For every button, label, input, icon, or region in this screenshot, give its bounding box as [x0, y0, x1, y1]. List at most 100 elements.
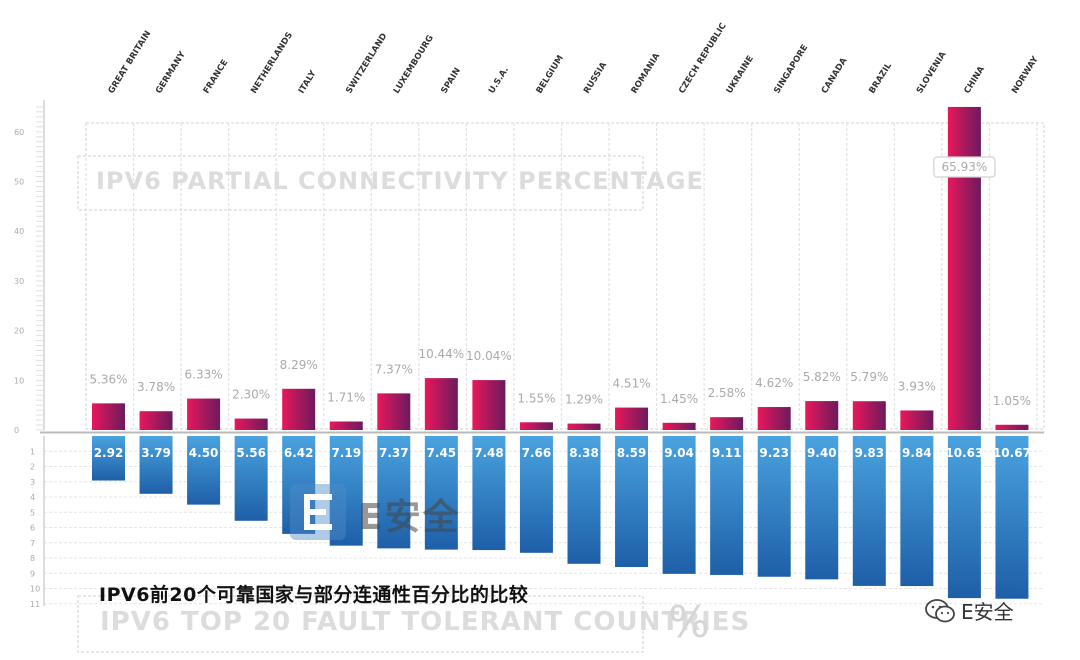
top-value-label: 4.51%	[612, 377, 650, 391]
category-label: RUSSIA	[582, 60, 609, 95]
bottom-value-label: 2.92	[94, 446, 124, 460]
top-value-label: 4.62%	[755, 376, 793, 390]
bottom-y-axis: 1 2 3 4 5 6 7 8 9 10 11	[30, 436, 45, 609]
top-y-tick-label: 50	[14, 178, 24, 187]
category-label: GREAT BRITAIN	[107, 29, 154, 96]
top-bar	[567, 423, 601, 430]
bottom-bar	[424, 436, 458, 550]
top-value-label: 8.29%	[280, 358, 318, 372]
category-label: NETHERLANDS	[249, 31, 295, 96]
bottom-value-label: 8.38	[569, 446, 599, 460]
category-label: UKRAINE	[725, 54, 756, 96]
top-bar	[615, 407, 649, 430]
top-bar	[282, 388, 316, 430]
top-y-tick-label: 10	[14, 376, 24, 385]
bottom-bar	[805, 436, 839, 580]
bottom-bar	[710, 436, 744, 575]
bottom-value-label: 9.84	[902, 446, 932, 460]
bottom-unit-label: %	[668, 597, 710, 648]
bottom-bar	[995, 436, 1029, 599]
top-chart-title: IPV6 PARTIAL CONNECTIVITY PERCENTAGE	[96, 167, 704, 195]
bottom-bar	[139, 436, 173, 494]
top-y-tick-label: 40	[14, 227, 24, 236]
bottom-bar	[615, 436, 649, 567]
bottom-value-label: 8.59	[617, 446, 647, 460]
category-label: ITALY	[297, 68, 319, 95]
wechat-icon	[925, 598, 955, 622]
top-value-label: 2.58%	[708, 386, 746, 400]
bottom-value-label: 9.11	[712, 446, 742, 460]
top-bar	[187, 398, 221, 430]
top-value-label: 3.93%	[898, 379, 936, 393]
top-bar	[329, 421, 363, 430]
top-bar	[139, 411, 173, 430]
category-label: SLOVENIA	[915, 50, 949, 96]
bottom-y-tick-label: 3	[30, 478, 35, 487]
top-value-label: 1.71%	[327, 391, 365, 405]
category-label: ROMANIA	[630, 51, 663, 95]
top-value-label: 1.29%	[565, 393, 603, 407]
bottom-value-label: 10.67	[993, 446, 1031, 460]
top-y-tick-label: 30	[14, 277, 24, 286]
top-bars: 5.36% 3.78% 6.33% 2.30% 8.29% 1.71% 7.37% 10.44…	[89, 106, 1031, 430]
top-bar	[757, 407, 791, 430]
top-bar	[805, 401, 839, 430]
e-logo-icon	[288, 482, 348, 546]
bottom-value-label: 9.23	[759, 446, 789, 460]
category-label: BRAZIL	[867, 61, 894, 96]
bottom-value-label: 7.19	[331, 446, 361, 460]
bottom-value-label: 7.45	[427, 446, 457, 460]
bottom-value-label: 4.50	[189, 446, 219, 460]
top-value-label: 10.44%	[418, 347, 464, 361]
bottom-value-label: 5.56	[236, 446, 266, 460]
bottom-value-label: 7.37	[379, 446, 409, 460]
bottom-y-tick-label: 4	[30, 493, 35, 502]
bottom-bar	[92, 436, 125, 481]
top-bar	[995, 424, 1029, 430]
top-value-label: 6.33%	[185, 368, 223, 382]
category-label: CANADA	[820, 56, 850, 96]
top-value-label: 10.04%	[466, 349, 512, 363]
category-label: NORWAY	[1010, 54, 1041, 95]
bottom-bar	[757, 436, 791, 577]
top-value-label: 7.37%	[375, 362, 413, 376]
category-label: CHINA	[962, 64, 987, 95]
caption: IPV6前20个可靠国家与部分连通性百分比的比较	[99, 584, 529, 606]
top-y-tick-label: 60	[14, 128, 24, 137]
top-bar	[472, 380, 506, 430]
bottom-y-tick-label: 6	[30, 524, 35, 533]
bottom-bar	[662, 436, 696, 574]
top-value-label: 65.93%	[942, 160, 988, 174]
top-value-label: 5.82%	[803, 370, 841, 384]
category-labels: GREAT BRITAIN GERMANY FRANCE NETHERLANDS ITA…	[107, 21, 1042, 95]
bottom-bar	[900, 436, 934, 587]
top-bar	[92, 403, 125, 430]
bottom-y-tick-label: 9	[30, 569, 35, 578]
top-value-label: 2.30%	[232, 388, 270, 402]
bottom-chart-title: IPV6 TOP 20 FAULT TOLERANT COUNTRIES	[100, 607, 751, 637]
top-value-label: 5.79%	[850, 370, 888, 384]
top-bar	[662, 422, 696, 430]
top-bar	[377, 393, 411, 430]
top-bar	[900, 410, 934, 430]
bottom-bar	[852, 436, 886, 586]
bottom-y-tick-label: 5	[30, 508, 35, 517]
top-bar	[519, 422, 553, 430]
bottom-value-label: 9.40	[807, 446, 837, 460]
top-bar	[424, 378, 458, 430]
bottom-y-tick-label: 8	[30, 554, 35, 563]
watermark-text: E安全	[358, 497, 461, 538]
bottom-bar	[567, 436, 601, 564]
category-label: BELGIUM	[535, 54, 566, 96]
bottom-bar	[947, 436, 981, 599]
bottom-y-tick-label: 7	[30, 539, 35, 548]
category-label: SINGAPORE	[772, 43, 810, 96]
bottom-bar	[519, 436, 553, 553]
top-y-tick-label: 20	[14, 327, 24, 336]
bottom-value-label: 10.63	[945, 446, 983, 460]
bottom-value-label: 9.04	[664, 446, 694, 460]
bottom-bar	[187, 436, 221, 505]
bottom-y-tick-label: 10	[30, 585, 40, 594]
